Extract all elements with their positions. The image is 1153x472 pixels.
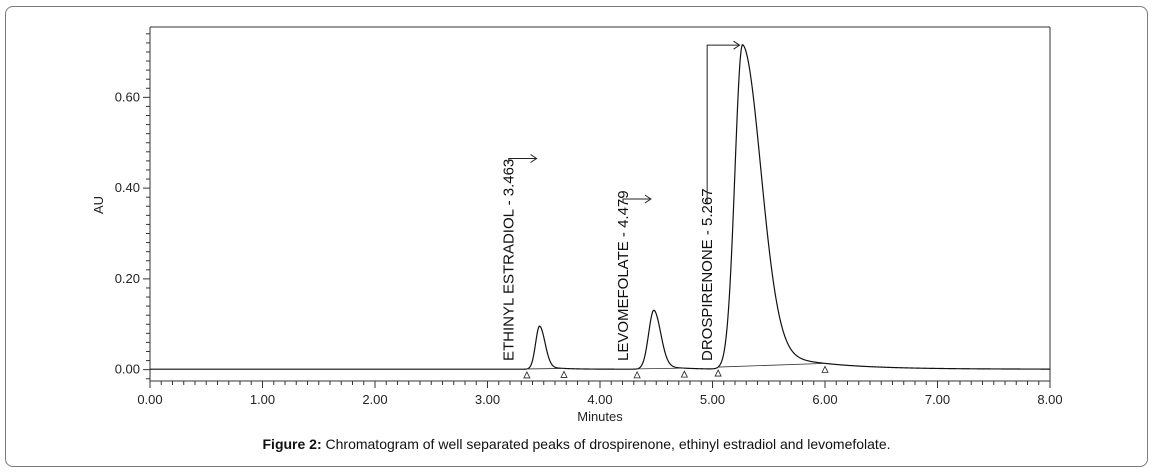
- signal-trace: [150, 44, 1050, 370]
- y-tick-label: 0.40: [115, 180, 140, 195]
- x-axis-label: Minutes: [577, 409, 623, 424]
- peak-leader-line: [706, 44, 739, 203]
- peak-label: LEVOMEFOLATE - 4.479: [615, 190, 632, 361]
- x-tick-label: 2.00: [362, 392, 387, 407]
- traces: [150, 44, 1050, 379]
- peak-baseline: [718, 362, 826, 368]
- y-tick-label: 0.60: [115, 89, 140, 104]
- peak-leader-line: [508, 158, 536, 163]
- x-tick-label: 3.00: [475, 392, 500, 407]
- caption-prefix: Figure 2:: [262, 436, 322, 452]
- peak-boundary-marker: [560, 370, 568, 378]
- peak-baseline: [637, 367, 685, 370]
- peak-boundary-marker: [523, 371, 531, 379]
- peak-baseline: [526, 368, 565, 370]
- figure-frame: [5, 6, 1148, 467]
- peak-label: DROSPIRENONE - 5.267: [699, 188, 716, 361]
- figure-caption: Figure 2: Chromatogram of well separated…: [0, 436, 1153, 452]
- x-tick-label: 0.00: [137, 392, 162, 407]
- peak-leader-arrowhead: [733, 40, 741, 50]
- x-tick-label: 7.00: [925, 392, 950, 407]
- y-tick-label: 0.20: [115, 271, 140, 286]
- x-tick-label: 8.00: [1037, 392, 1062, 407]
- peak-boundary-marker: [821, 365, 829, 373]
- caption-text: Chromatogram of well separated peaks of …: [321, 436, 891, 452]
- tick-labels: 0.00 1.00 2.00 3.00 4.00 5.00 6.00 7.00 8.00 0.00…: [115, 89, 1063, 407]
- peak-boundary-marker: [680, 370, 689, 378]
- peak-boundary-marker: [633, 370, 641, 379]
- x-tick-label: 6.00: [812, 392, 837, 407]
- y-tick-label: 0.00: [115, 362, 140, 377]
- peak-labels: ETHINYL ESTRADIOL - 3.463 LEVOMEFOLATE - …: [501, 40, 741, 361]
- peak-boundary-marker: [714, 369, 722, 377]
- ticks: [143, 33, 1051, 388]
- peak-leader-arrowhead: [644, 194, 652, 204]
- axes: [149, 26, 1051, 382]
- x-tick-label: 1.00: [250, 392, 275, 407]
- y-axis-label: AU: [91, 196, 106, 214]
- x-tick-label: 4.00: [587, 392, 612, 407]
- peak-label: ETHINYL ESTRADIOL - 3.463: [501, 159, 518, 361]
- x-tick-label: 5.00: [700, 392, 725, 407]
- peak-leader-arrowhead: [530, 154, 538, 163]
- peak-leader-line: [622, 198, 650, 203]
